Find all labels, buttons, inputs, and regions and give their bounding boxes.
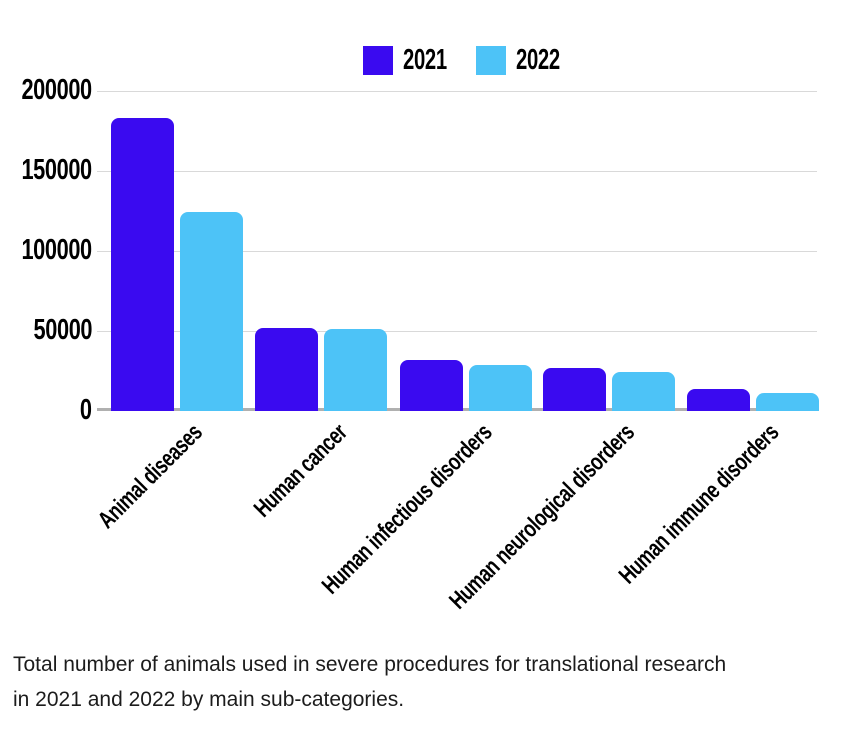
legend-label-2021: 2021 xyxy=(403,44,447,76)
chart-legend: 2021 2022 xyxy=(363,44,562,77)
bar-2022-human-infectious-disorders xyxy=(469,364,532,411)
x-label-text-animal-diseases: Animal diseases xyxy=(93,419,209,534)
y-tick-label-100000: 100000 xyxy=(21,233,93,266)
y-tick-label-150000: 150000 xyxy=(21,153,93,186)
legend-item-2021: 2021 xyxy=(363,44,450,77)
bar-2021-human-cancer xyxy=(255,327,318,411)
gridline-150000 xyxy=(97,171,817,172)
gridline-100000 xyxy=(97,251,817,252)
y-tick-label-200000: 200000 xyxy=(21,73,93,106)
y-tick-label-0: 0 xyxy=(80,393,92,426)
bar-2021-human-immune-disorders xyxy=(687,389,750,411)
gridline-200000 xyxy=(97,91,817,92)
gridline-50000 xyxy=(97,331,817,332)
bar-2022-human-immune-disorders xyxy=(756,393,819,411)
bar-2022-animal-diseases xyxy=(180,211,243,411)
legend-swatch-2022 xyxy=(475,46,506,75)
figure-caption: Total number of animals used in severe p… xyxy=(13,647,726,717)
legend-item-2022: 2022 xyxy=(475,44,563,77)
bar-2021-animal-diseases xyxy=(111,118,174,411)
x-label-text-human-immune-disorders: Human immune disorders xyxy=(613,419,785,590)
caption-line-1: Total number of animals used in severe p… xyxy=(13,653,727,676)
y-tick-label-50000: 50000 xyxy=(33,313,92,346)
bar-2021-human-neurological-disorders xyxy=(543,367,606,411)
caption-line-2: in 2021 and 2022 by main sub-categories. xyxy=(13,688,405,711)
bar-2022-human-neurological-disorders xyxy=(612,371,675,411)
legend-label-2022: 2022 xyxy=(515,44,560,76)
bar-2022-human-cancer xyxy=(324,329,387,411)
legend-swatch-2021 xyxy=(363,46,393,75)
x-label-text-human-cancer: Human cancer xyxy=(248,419,353,523)
bar-2021-human-infectious-disorders xyxy=(400,359,463,411)
